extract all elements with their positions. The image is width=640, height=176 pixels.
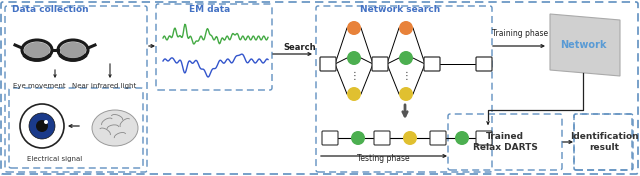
FancyBboxPatch shape xyxy=(320,57,336,71)
FancyBboxPatch shape xyxy=(476,131,492,145)
Text: Data collection: Data collection xyxy=(12,5,88,14)
Text: Network search: Network search xyxy=(360,5,440,14)
FancyBboxPatch shape xyxy=(374,131,390,145)
Circle shape xyxy=(29,113,55,139)
Circle shape xyxy=(399,21,413,35)
FancyBboxPatch shape xyxy=(476,57,492,71)
FancyBboxPatch shape xyxy=(372,57,388,71)
Circle shape xyxy=(351,131,365,145)
Ellipse shape xyxy=(24,42,50,58)
Text: ⋮: ⋮ xyxy=(349,71,359,81)
Text: Trained
Relax DARTS: Trained Relax DARTS xyxy=(472,132,538,152)
Ellipse shape xyxy=(60,42,86,58)
Text: Eye movement: Eye movement xyxy=(13,83,66,89)
Text: Electrical signal: Electrical signal xyxy=(28,156,83,162)
Text: Near infrared light: Near infrared light xyxy=(72,83,136,89)
Ellipse shape xyxy=(58,40,88,60)
FancyBboxPatch shape xyxy=(424,57,440,71)
Circle shape xyxy=(36,120,48,132)
Circle shape xyxy=(347,87,361,101)
Circle shape xyxy=(399,87,413,101)
Text: EM data: EM data xyxy=(189,5,230,14)
Circle shape xyxy=(347,21,361,35)
Text: Training phase: Training phase xyxy=(492,29,548,38)
Text: Search: Search xyxy=(284,43,316,52)
Circle shape xyxy=(20,104,64,148)
Circle shape xyxy=(347,51,361,65)
Ellipse shape xyxy=(22,40,52,60)
FancyBboxPatch shape xyxy=(322,131,338,145)
Circle shape xyxy=(44,120,48,124)
Circle shape xyxy=(403,131,417,145)
Text: Identification
result: Identification result xyxy=(570,132,638,152)
Text: Testing phase: Testing phase xyxy=(356,154,410,163)
Circle shape xyxy=(399,51,413,65)
Text: Network: Network xyxy=(560,40,606,50)
Circle shape xyxy=(455,131,469,145)
Text: ⋮: ⋮ xyxy=(401,71,411,81)
Ellipse shape xyxy=(92,110,138,146)
Polygon shape xyxy=(550,14,620,76)
FancyBboxPatch shape xyxy=(430,131,446,145)
